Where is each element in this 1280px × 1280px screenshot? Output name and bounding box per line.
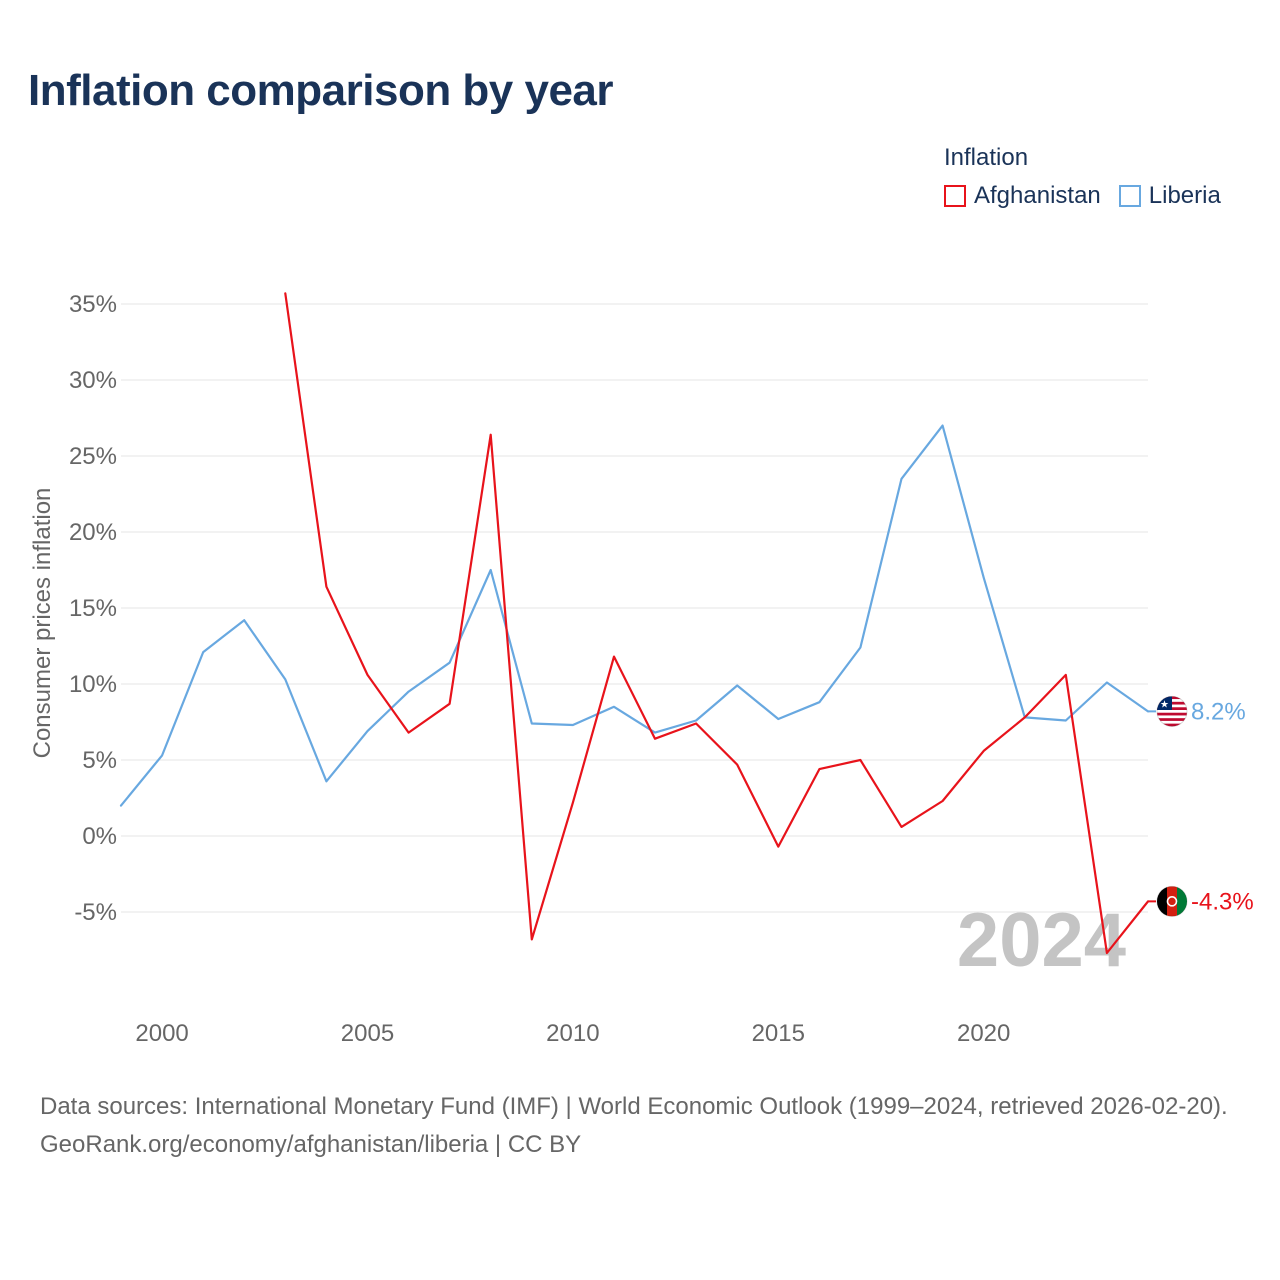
x-tick-label: 2010 xyxy=(546,1020,599,1047)
line-chart: -5% 0% 5% 10% 15% 20% 25% 30% 35% 2000 2005 2010 201… xyxy=(29,291,1254,1047)
year-watermark: 2024 xyxy=(957,898,1126,983)
legend: Inflation Afghanistan Liberia xyxy=(944,144,1221,210)
y-tick-label: -5% xyxy=(74,899,117,926)
legend-item-liberia[interactable]: Liberia xyxy=(1118,182,1221,210)
series-line-afghanistan xyxy=(284,292,1150,955)
afghanistan-flag-icon xyxy=(1156,885,1188,917)
x-tick-label: 2015 xyxy=(752,1020,805,1047)
x-tick-label: 2000 xyxy=(135,1020,188,1047)
end-value-label-afghanistan: -4.3% xyxy=(1191,888,1254,915)
legend-swatch-liberia xyxy=(1118,185,1141,207)
liberia-flag-icon: ★ xyxy=(1156,695,1188,727)
x-tick-label: 2005 xyxy=(341,1020,394,1047)
legend-swatch-afghanistan xyxy=(944,185,966,207)
attribution-link[interactable]: GeoRank.org/economy/afghanistan/liberia … xyxy=(40,1131,582,1158)
end-value-label-liberia: 8.2% xyxy=(1191,698,1246,725)
y-tick-label: 0% xyxy=(82,823,117,850)
y-tick-label: 20% xyxy=(69,519,117,546)
y-tick-label: 30% xyxy=(69,367,117,394)
y-axis-label: Consumer prices inflation xyxy=(29,488,56,759)
legend-label-liberia: Liberia xyxy=(1148,182,1221,209)
y-tick-label: 25% xyxy=(69,443,117,470)
legend-title: Inflation xyxy=(944,144,1029,171)
y-tick-label: 10% xyxy=(69,671,117,698)
data-sources-note: Data sources: International Monetary Fun… xyxy=(40,1093,1228,1120)
y-tick-label: 15% xyxy=(69,595,117,622)
series-line-liberia xyxy=(119,424,1150,807)
chart-title: Inflation comparison by year xyxy=(28,66,614,115)
y-tick-label: 35% xyxy=(69,291,117,318)
x-tick-label: 2020 xyxy=(957,1020,1010,1047)
legend-item-afghanistan[interactable]: Afghanistan xyxy=(944,182,1101,210)
svg-text:★: ★ xyxy=(1160,699,1169,710)
y-tick-label: 5% xyxy=(82,747,117,774)
footer: Data sources: International Monetary Fun… xyxy=(40,1088,1250,1164)
legend-label-afghanistan: Afghanistan xyxy=(974,182,1101,209)
